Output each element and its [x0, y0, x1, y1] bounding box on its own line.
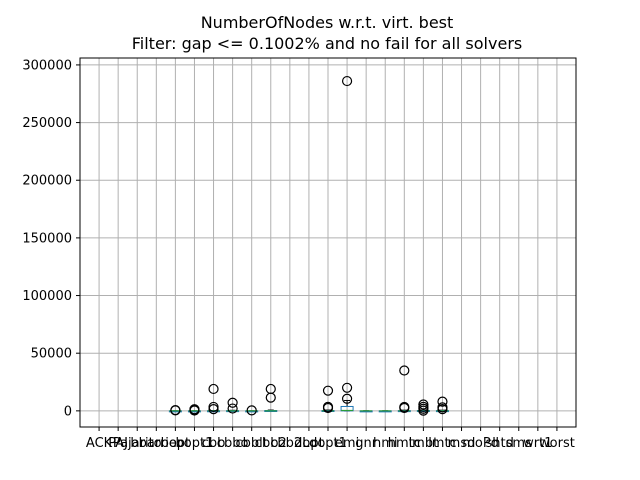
flier-point [265, 383, 276, 395]
axis-layer: 0 50000 100000 150000 200000 250000 300000 ACKP… [22, 58, 574, 451]
plot-frame [79, 57, 577, 428]
flier-point [437, 396, 448, 407]
x-tick-label: shtd [486, 436, 514, 451]
x-tick-label: ACK [86, 436, 113, 451]
flier-point [341, 382, 353, 393]
x-tick-label: Pajarito [113, 436, 162, 451]
x-tick-label: cbb [202, 436, 226, 451]
flier-point [399, 365, 410, 376]
y-tick-label: 200000 [22, 174, 72, 189]
x-tick-label: cbb2 [255, 436, 287, 451]
x-tick-label: PAJ [108, 436, 128, 451]
box-cbb [207, 383, 221, 415]
flier-point [227, 403, 238, 414]
x-tick-label: gnr [355, 436, 377, 451]
y-tick-label: 50000 [31, 347, 72, 362]
x-tick-label: bopt [161, 436, 191, 451]
y-tick-label: 250000 [22, 116, 72, 131]
x-tick-label: worst [539, 436, 575, 451]
y-tick-label: 150000 [22, 231, 72, 246]
x-tick-label: bbarrier [130, 436, 183, 451]
flier-point [322, 401, 334, 412]
flier-point [208, 383, 219, 395]
chart-title: NumberOfNodes w.r.t. virt. best [201, 13, 454, 32]
x-tick-label: moPd [462, 436, 499, 451]
x-tick-label: hmi [373, 436, 398, 451]
x-tick-label: hmtc [388, 436, 421, 451]
x-tick-label: wrt1 [523, 436, 552, 451]
box-cbb2 [264, 383, 278, 413]
y-tick-label: 0 [64, 404, 72, 419]
x-tick-label: lmtc [428, 436, 457, 451]
flier-point [399, 401, 410, 413]
box-gnr [359, 410, 373, 413]
box-dopt1 [321, 385, 335, 414]
x-tick-label: msd [448, 436, 476, 451]
box-bopt1 [187, 404, 201, 416]
x-tick-label: lmbt [409, 436, 439, 451]
box-layer [168, 75, 449, 416]
flier-point [341, 75, 353, 87]
box-lmbt [416, 399, 430, 416]
x-tick-label: emi [335, 436, 359, 451]
box-bopt [168, 404, 182, 416]
flier-point [437, 402, 448, 413]
flier-point [170, 404, 181, 416]
box-cbblt [245, 405, 259, 416]
flier-point [341, 393, 353, 404]
box-hmtc [397, 365, 411, 414]
x-tick-label: cbblt [236, 436, 268, 451]
x-tick-label: cbbo [217, 436, 249, 451]
box-cbbo [226, 397, 240, 414]
x-tick-label: bopt1 [176, 436, 214, 451]
y-tick-label: 300000 [22, 58, 72, 73]
grid-layer [80, 58, 576, 427]
flier-point [208, 401, 219, 413]
chart-subtitle: Filter: gap <= 0.1002% and no fail for a… [132, 34, 522, 53]
x-tick-label: dopt1 [309, 436, 347, 451]
flier-point [246, 405, 257, 416]
x-tick-label: dopt [294, 436, 324, 451]
flier-point [189, 404, 200, 415]
box-hmi [378, 410, 392, 413]
x-tick-label: sms [506, 436, 532, 451]
y-tick-label: 100000 [22, 289, 72, 304]
x-tick-label: cbb2L [270, 436, 310, 451]
flier-point [418, 399, 429, 410]
flier-point [227, 397, 238, 408]
flier-point [322, 385, 334, 396]
box-lmtc [435, 396, 449, 415]
box-emi [340, 75, 354, 412]
